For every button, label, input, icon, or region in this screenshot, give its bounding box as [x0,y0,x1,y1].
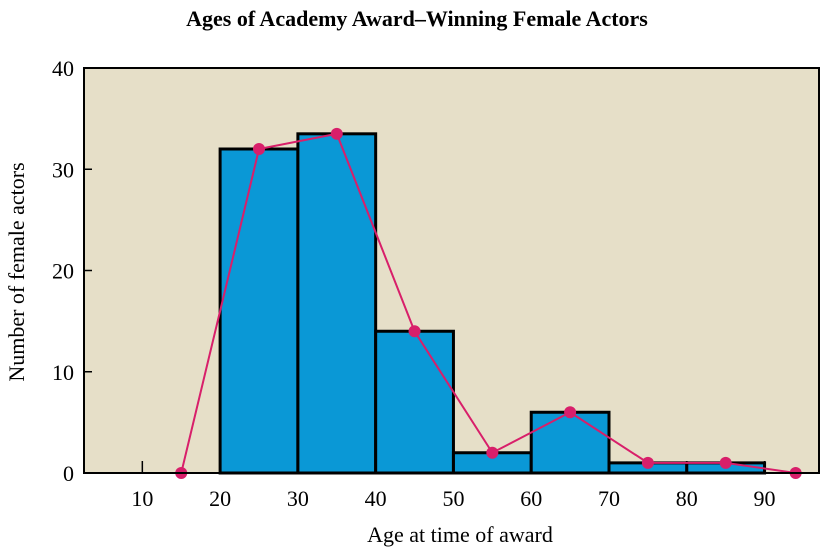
x-axis-label: Age at time of award [367,522,553,547]
frequency-polygon-point [641,456,654,469]
frequency-polygon-point [408,325,421,338]
y-tick-label: 10 [52,360,74,385]
frequency-polygon-point [253,143,265,155]
histogram-bar-20-30 [218,147,300,475]
chart-title: Ages of Academy Award–Winning Female Act… [186,6,648,31]
frequency-polygon-point [330,127,343,140]
y-tick-label: 30 [52,157,74,182]
bars-group [218,132,767,475]
x-tick-label: 20 [209,486,231,511]
ticks-group: 0 10 20 30 40 10 20 30 40 50 60 70 80 90 [52,56,776,511]
x-tick-label: 90 [754,486,776,511]
x-tick-label: 60 [520,486,542,511]
histogram-bar-30-40 [296,132,378,475]
histogram-bar-40-50 [374,329,455,475]
plot-frame [83,67,820,474]
frequency-polygon-point [719,456,732,469]
frequency-polygon-point [486,446,499,459]
x-tick-label: 40 [365,486,387,511]
frequency-polygon [175,127,802,479]
y-tick-label: 0 [63,461,74,486]
y-tick-label: 40 [52,56,74,81]
x-tick-label: 70 [598,486,620,511]
y-tick-label: 20 [52,259,74,284]
x-tick-label: 80 [676,486,698,511]
x-tick-label: 30 [287,486,309,511]
x-tick-label: 50 [442,486,464,511]
x-tick-label: 10 [131,486,153,511]
histogram-bar-60-70 [529,410,611,475]
frequency-polygon-point [564,406,577,419]
